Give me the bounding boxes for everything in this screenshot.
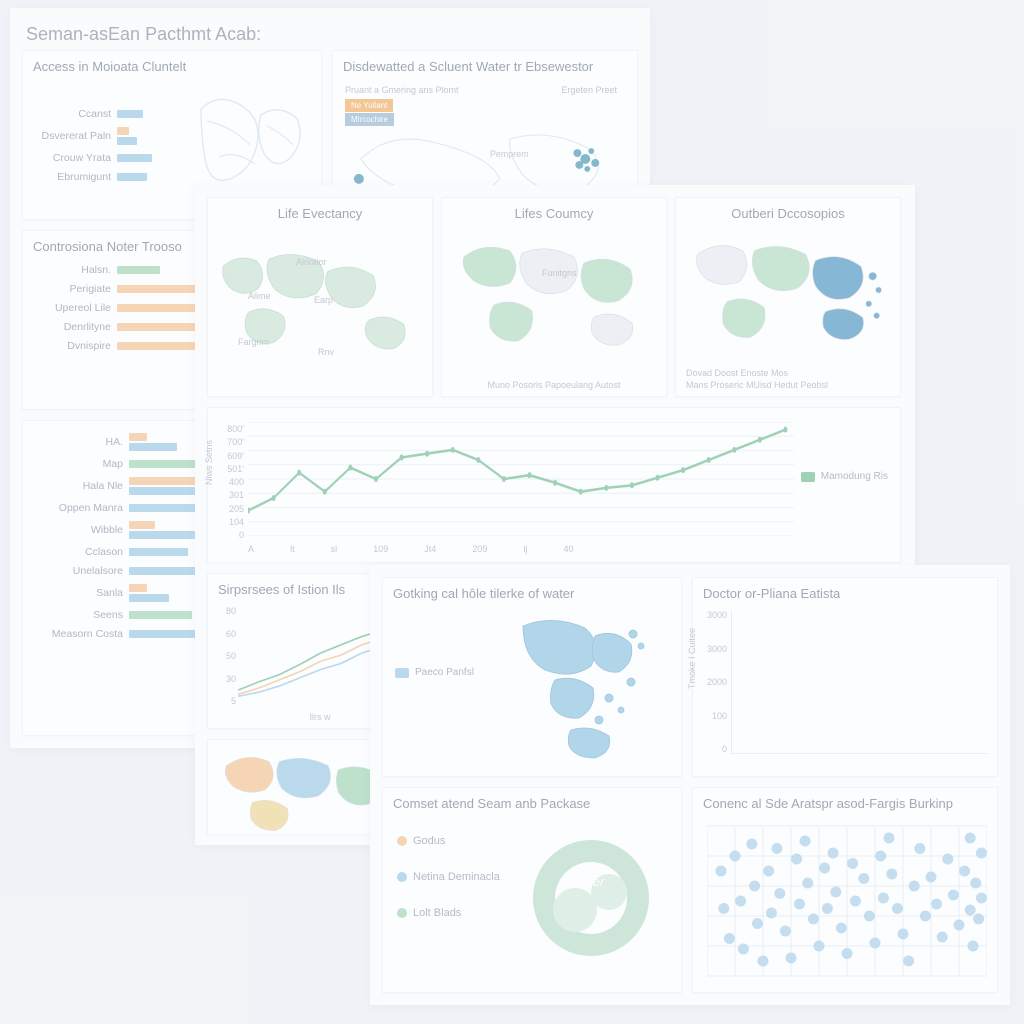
subtitle: Ergeten Preet — [561, 85, 617, 95]
panel-title: Outberi Dccosopios — [686, 206, 890, 221]
hbar-row: Ccanst — [31, 108, 185, 120]
hbar — [129, 548, 188, 556]
bar-chart — [731, 610, 987, 754]
panel-lifes-coumcy: Lifes Coumcy Funitgns Muno Posoris Papoe… — [441, 197, 667, 397]
hbar-label: Sanla — [31, 587, 123, 599]
hbar-label: Cclason — [31, 546, 123, 558]
panel-comset-donut: Comset atend Seam anb Packase Godus Netin… — [382, 787, 682, 993]
hbar — [117, 266, 160, 274]
hbar — [129, 584, 147, 592]
world-map-icon — [442, 227, 666, 372]
hbar — [117, 323, 203, 331]
hbar — [129, 594, 169, 602]
hbar-label: Seens — [31, 609, 123, 621]
panel-title: Comset atend Seam anb Packase — [393, 796, 671, 811]
hbar-label: Ccanst — [31, 108, 111, 120]
line-chart — [248, 422, 794, 536]
subtitle: Pruant a Gmering ans Plomt — [345, 85, 459, 95]
hbar-label: Unelalsore — [31, 565, 123, 577]
panel-title: Conenc al Sde Aratspr asod-Fargis Burkin… — [703, 796, 987, 811]
panel-title: Access in Moioata Cluntelt — [33, 59, 311, 74]
page-title: Seman-asEan Pacthmt Acab: — [26, 24, 634, 45]
caption: Dovad Doost Enoste Mos — [686, 368, 788, 378]
world-map-icon: Alriotior Alime Earp Fargnm Rnv — [208, 227, 432, 387]
panel-title: Gotking cal hôle tilerke of water — [393, 586, 671, 601]
hbar-label: Ebrumigunt — [31, 171, 111, 183]
legend-dot — [397, 872, 407, 882]
panel-title: Disdewatted a Scluent Water tr Ebsewesto… — [343, 59, 627, 74]
hbar-label: Halsn. — [31, 264, 111, 276]
legend-swatch — [395, 668, 409, 678]
dashboard-layer-c: Gotking cal hôle tilerke of water Paeco … — [370, 565, 1010, 1005]
hbar-row: Ebrumigunt — [31, 171, 185, 183]
legend-item: Godus — [397, 835, 500, 847]
hbar-label: Upereol Lile — [31, 302, 111, 314]
panel-title: Doctor or-Pliana Eatista — [703, 586, 987, 601]
hbar — [129, 531, 203, 539]
hbar-label: Dsvererat Paln — [31, 130, 111, 142]
hbar — [129, 521, 155, 529]
hbar-label: Measorn Costa — [31, 628, 123, 640]
hbar-label: Dvnispire — [31, 340, 111, 352]
hbar-label: Crouw Yrata — [31, 152, 111, 164]
caption: Mans Proseric MUisd Hedut Peobsl — [686, 380, 828, 390]
y-axis-label: Tmoke I Cuitee — [687, 628, 697, 689]
world-map-icon — [676, 227, 900, 360]
panel-scatter: Conenc al Sde Aratspr asod-Fargis Burkin… — [692, 787, 998, 993]
y-axis-label: Niws Setns — [204, 440, 214, 485]
legend-dot — [397, 836, 407, 846]
hbar — [129, 443, 177, 451]
hbar — [117, 127, 129, 135]
legend: Paeco Panfsl — [395, 667, 474, 678]
hbar-label: Denrlityne — [31, 321, 111, 333]
panel-doctor-bars: Doctor or-Pliana Eatista 300030002000100… — [692, 577, 998, 777]
hbar-row: Dsvererat Paln — [31, 127, 185, 145]
panel-life-expectancy: Life Evectancy Alriotior Alime Earp Farg… — [207, 197, 433, 397]
asia-map-icon — [483, 608, 673, 768]
svg-text:Pemprem: Pemprem — [490, 149, 529, 159]
hbar-label: Oppen Manra — [31, 502, 123, 514]
hbar — [129, 611, 192, 619]
caption: Muno Posoris Papoeulang Autost — [442, 380, 666, 390]
hbar — [129, 433, 147, 441]
legend: Mamodung Ris — [801, 471, 888, 482]
hbar-label: HA. — [31, 436, 123, 448]
hbar-row: Crouw Yrata — [31, 152, 185, 164]
scatter-chart — [707, 824, 987, 978]
svg-text:Plter: Plter — [578, 874, 605, 889]
legend-item: Netina Deminacla — [397, 871, 500, 883]
hbar-label: Wibble — [31, 524, 123, 536]
panel-title: Life Evectancy — [218, 206, 422, 221]
panel-gotking-map: Gotking cal hôle tilerke of water Paeco … — [382, 577, 682, 777]
hbar-label: Hala Nle — [31, 480, 123, 492]
legend-dot — [397, 908, 407, 918]
legend-item: Lolt Blads — [397, 907, 500, 919]
hbar — [117, 154, 152, 162]
legend-swatch — [801, 472, 815, 482]
hbar-label: Map — [31, 458, 123, 470]
panel-line-chart: 800'700'609'501'4003012051040 Niws Setns… — [207, 407, 901, 563]
panel-title: Lifes Coumcy — [452, 206, 656, 221]
hbar-label: Perigiate — [31, 283, 111, 295]
donut-chart: Plter — [521, 828, 661, 968]
hbar — [117, 110, 143, 118]
hbar — [117, 342, 195, 350]
panel-outberi: Outberi Dccosopios Dovad Doost Enoste Mo… — [675, 197, 901, 397]
hbar — [117, 137, 137, 145]
hbar — [117, 173, 147, 181]
